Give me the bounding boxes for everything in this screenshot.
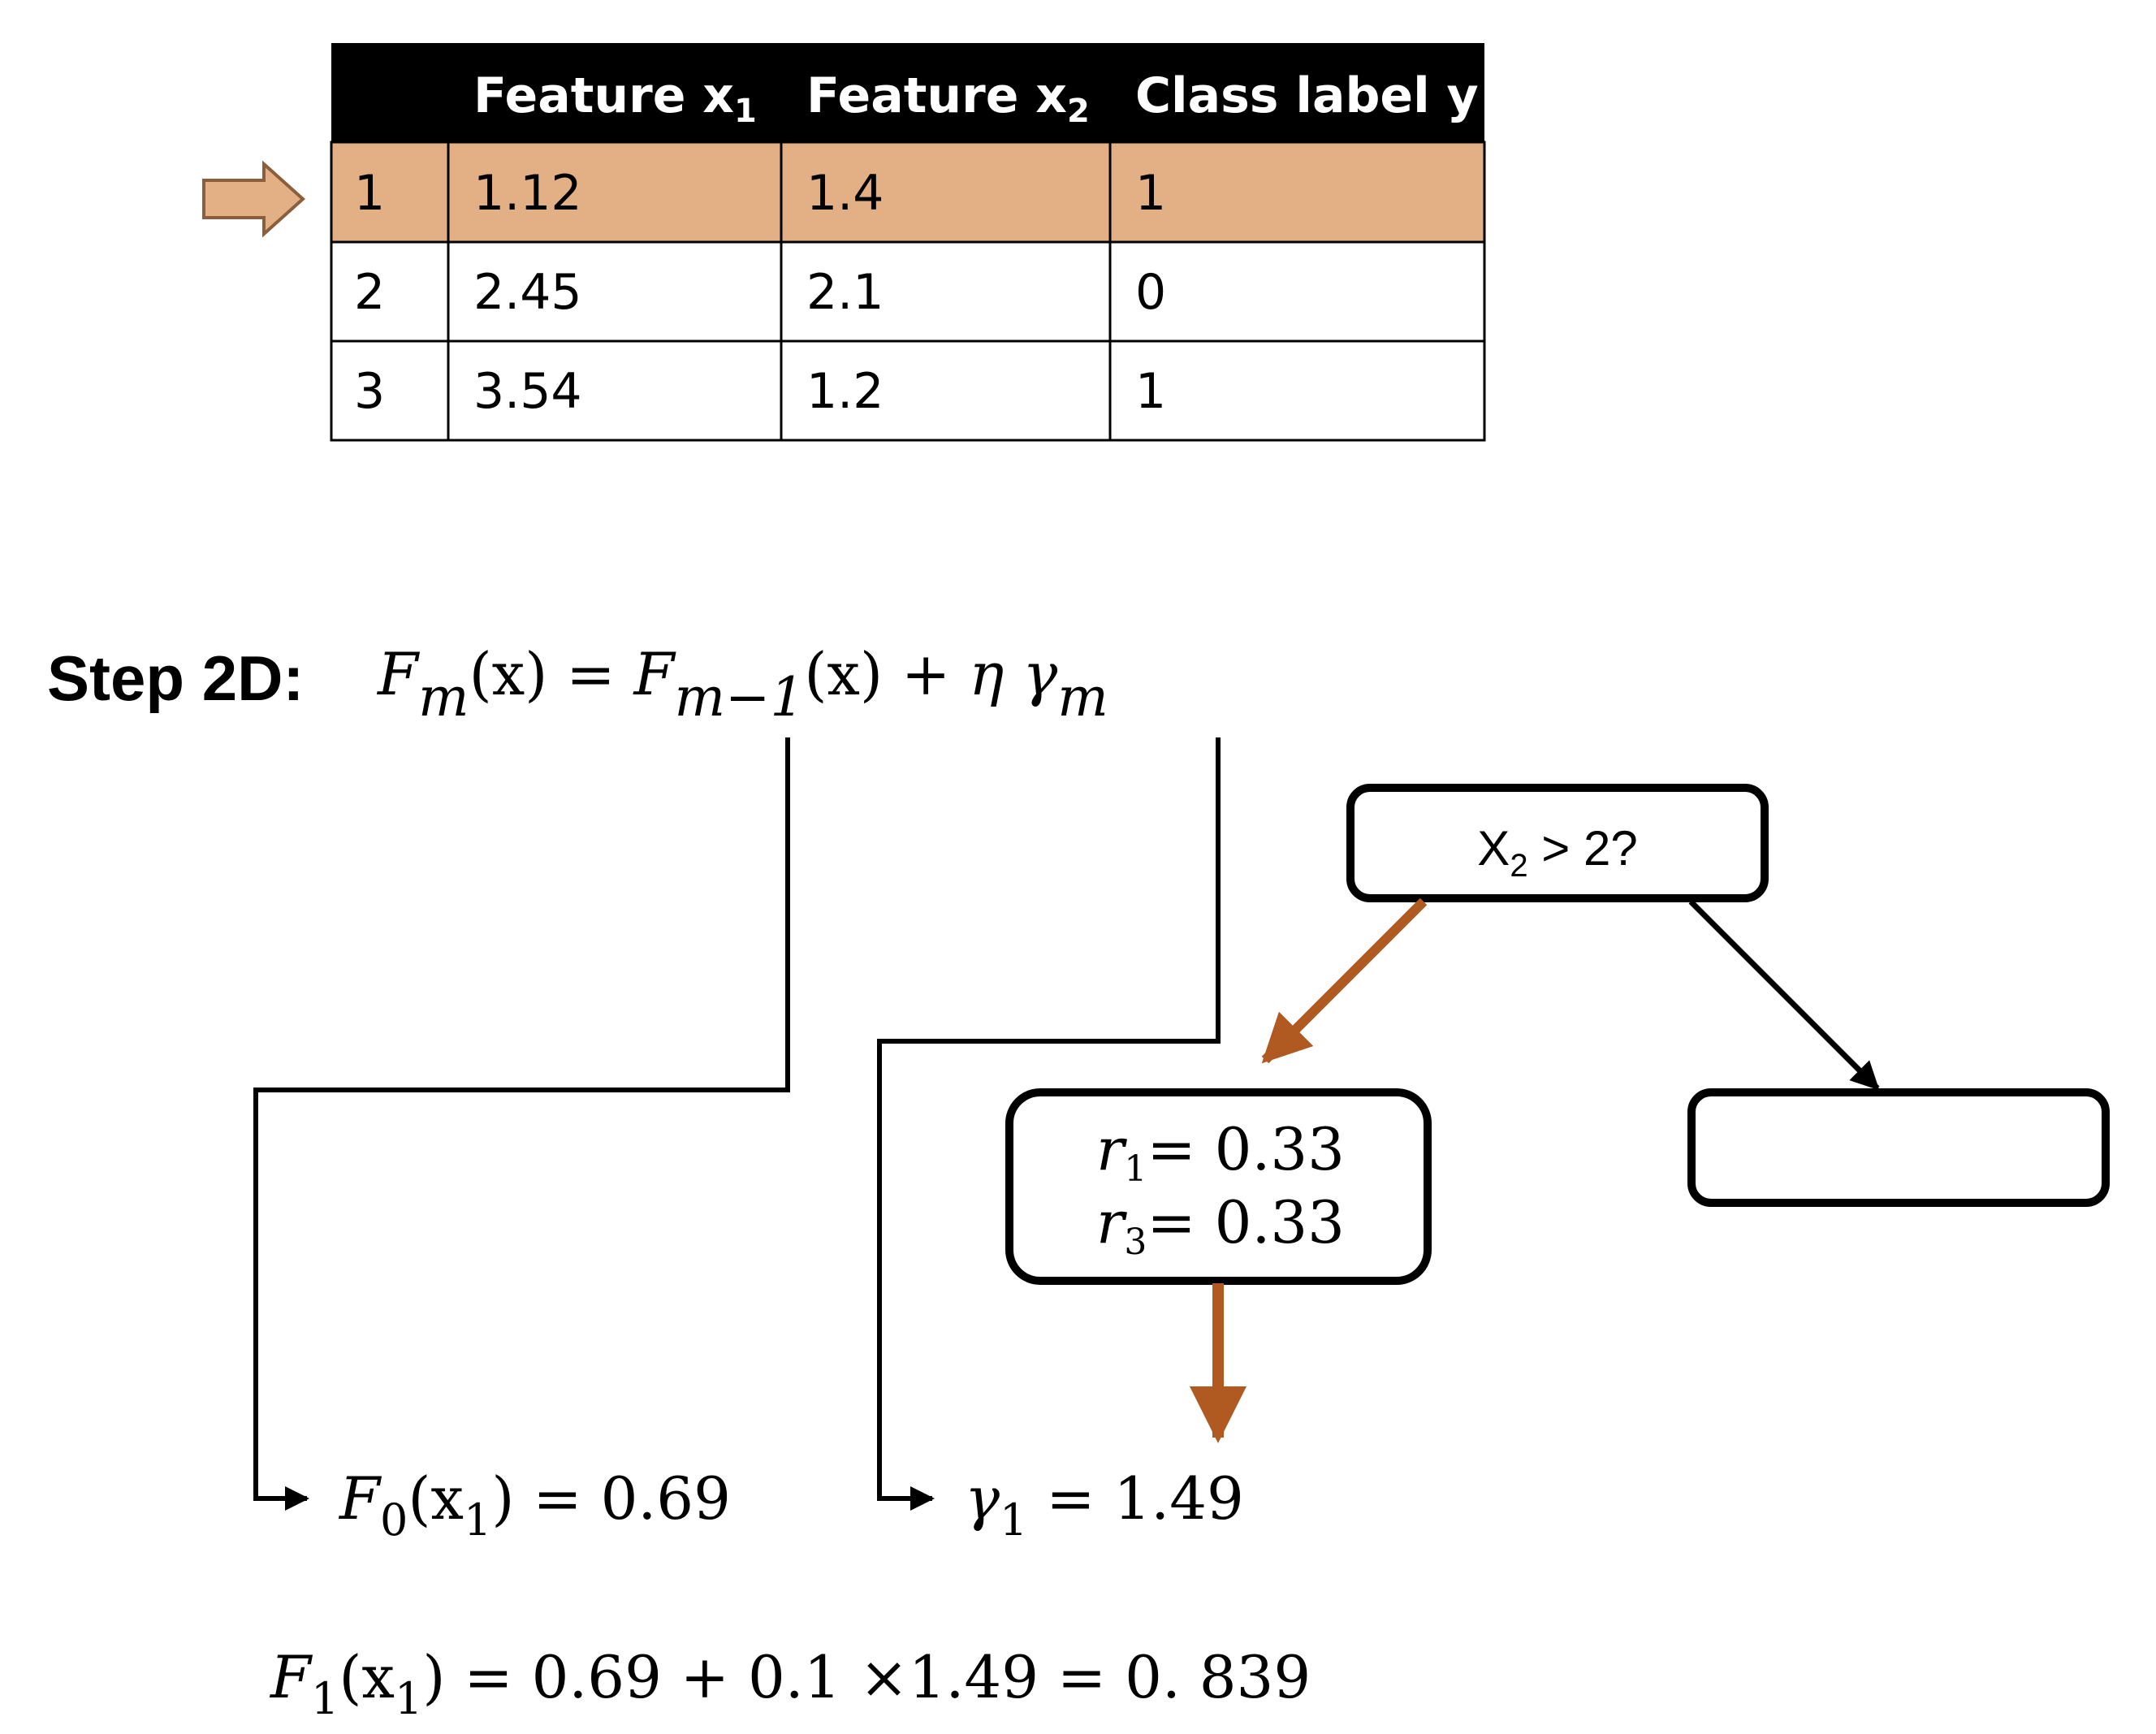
- cell-x2: 1.4: [806, 165, 884, 222]
- leaf-residual-3: r3= 0.33: [1096, 1188, 1345, 1263]
- result-f0: F0(x1) = 0.69: [338, 1464, 731, 1546]
- table-header-y: Class label y: [1135, 67, 1479, 124]
- cell-y: 1: [1135, 363, 1166, 420]
- row-index: 2: [354, 264, 385, 321]
- step-equation: Step 2D: Fm(x) = Fm−1(x) + η γm: [47, 640, 1108, 729]
- update-formula: Fm(x) = Fm−1(x) + η γm: [376, 640, 1108, 729]
- tree-right-leaf: [1687, 1088, 2110, 1207]
- decision-tree: X2 > 2? r1= 0.33 r3= 0.33: [1005, 784, 2110, 1443]
- connector-f-prev: [253, 737, 790, 1511]
- step-label: Step 2D:: [47, 642, 304, 714]
- cell-x2: 1.2: [806, 363, 884, 420]
- result-gamma1: γ1 = 1.49: [965, 1464, 1244, 1546]
- table-header-bg: [331, 43, 1484, 142]
- cell-x1: 2.45: [473, 264, 582, 321]
- tree-right-edge: [1688, 899, 1880, 1091]
- result-final: F1(x1) = 0.69 + 0.1 ×1.49 = 0. 839: [269, 1643, 1311, 1724]
- table-row: 1 1.12 1.4 1: [330, 141, 1486, 244]
- cell-y: 1: [1135, 165, 1166, 222]
- table-header-x1: Feature x1: [473, 67, 757, 130]
- cell-x1: 3.54: [473, 363, 582, 420]
- tree-left-edge: [1261, 897, 1428, 1064]
- cell-y: 0: [1135, 264, 1166, 321]
- table-header-x2: Feature x2: [806, 67, 1090, 130]
- tree-left-leaf: [1005, 1088, 1432, 1285]
- cell-x1: 1.12: [473, 165, 582, 222]
- data-table: Feature x1 Feature x2 Class label y 1 1.…: [330, 43, 1486, 442]
- connector-gamma: [877, 737, 1221, 1511]
- table-row: 3 3.54 1.2 1: [330, 339, 1486, 442]
- right-arrow-icon: [202, 160, 305, 238]
- table-row: 2 2.45 2.1 0: [330, 240, 1486, 343]
- cell-x2: 2.1: [806, 264, 884, 321]
- row-index: 1: [354, 165, 385, 222]
- tree-root-label: X2 > 2?: [1477, 821, 1637, 884]
- tree-root-node: [1346, 784, 1769, 902]
- row-index: 3: [354, 363, 385, 420]
- row-highlight-bg: [330, 141, 1486, 244]
- leaf-residual-1: r1= 0.33: [1096, 1115, 1345, 1190]
